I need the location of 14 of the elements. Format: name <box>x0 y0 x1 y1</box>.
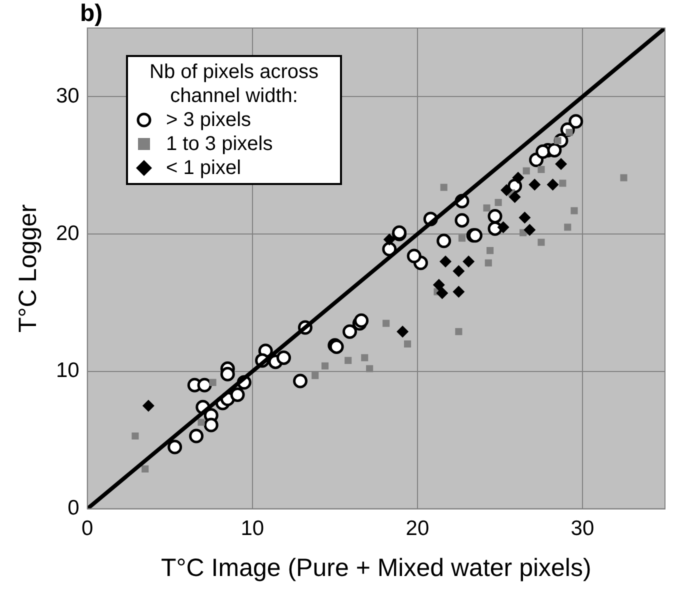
legend-label: > 3 pixels <box>166 108 252 132</box>
x-axis-title: T°C Image (Pure + Mixed water pixels) <box>161 554 592 582</box>
legend-label: < 1 pixel <box>166 156 242 180</box>
x-tick-label: 30 <box>570 517 594 540</box>
y-tick-label: 20 <box>56 222 80 245</box>
legend-title: Nb of pixels across channel width: <box>148 60 320 108</box>
y-axis-title: T°C Logger <box>14 204 42 332</box>
x-tick-label: 10 <box>240 517 264 540</box>
legend-label: 1 to 3 pixels <box>166 132 273 156</box>
text: b) <box>80 0 103 28</box>
y-tick-label: 0 <box>68 496 80 520</box>
y-tick-label: 10 <box>56 359 80 382</box>
y-tick-label: 30 <box>56 84 80 108</box>
x-tick-label: 20 <box>406 517 430 540</box>
